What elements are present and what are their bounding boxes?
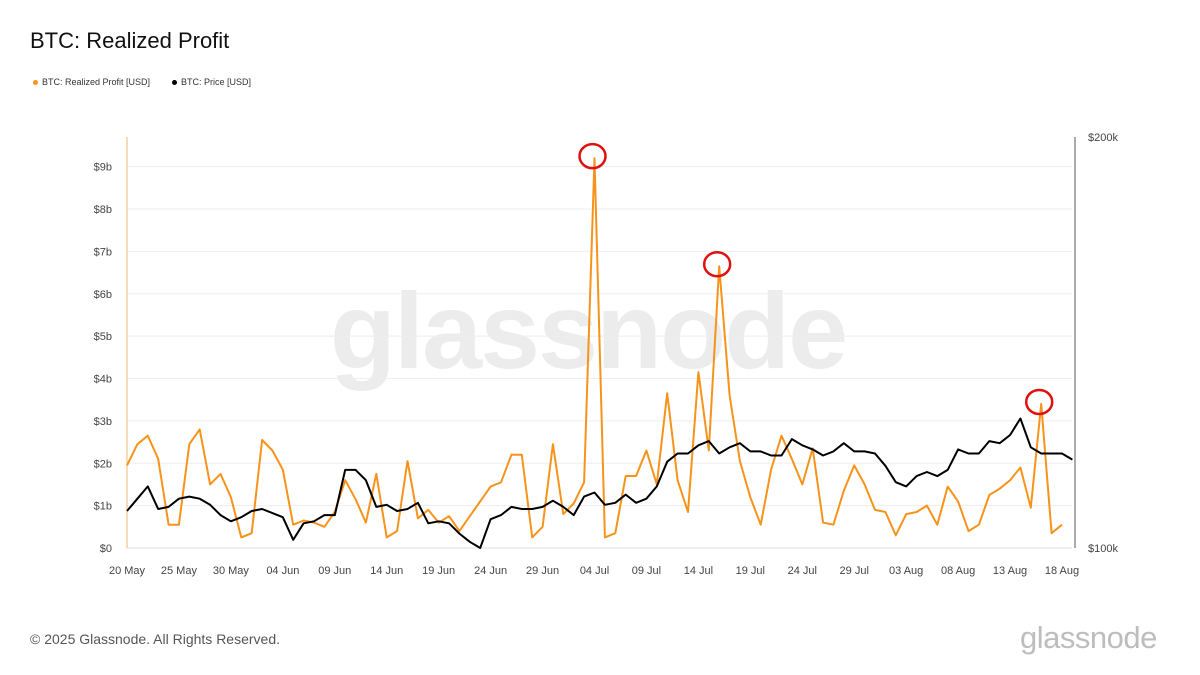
x-tick-label: 04 Jun [266,565,299,577]
y-left-tick-label: $9b [94,162,112,174]
y-left-tick-label: $0 [100,543,112,555]
copyright: © 2025 Glassnode. All Rights Reserved. [30,631,281,647]
x-tick-label: 04 Jul [580,565,609,577]
legend-label: BTC: Price [USD] [181,77,252,87]
x-tick-label: 18 Aug [1045,565,1079,577]
y-left-tick-label: $6b [94,289,112,301]
x-tick-label: 14 Jul [684,565,713,577]
legend: BTC: Realized Profit [USD] BTC: Price [U… [33,77,251,87]
legend-item-realized-profit[interactable]: BTC: Realized Profit [USD] [33,77,150,87]
y-left-tick-label: $4b [94,374,112,386]
x-tick-label: 24 Jun [474,565,507,577]
chart-title: BTC: Realized Profit [30,28,230,53]
legend-dot-black [172,79,178,85]
x-tick-label: 13 Aug [993,565,1027,577]
legend-label: BTC: Realized Profit [USD] [42,77,151,87]
chart-svg: $0 $1b $2b $3b $4b $5b $6b $7b $8b $9b $100k $200k 2… [94,132,1119,577]
brand-wordmark: glassnode [1020,620,1157,655]
series-line-price [126,417,1073,549]
x-tick-label: 20 May [109,565,146,577]
x-tick-label: 29 Jun [526,565,559,577]
x-tick-label: 09 Jun [318,565,351,577]
x-tick-label: 24 Jul [788,565,817,577]
x-tick-label: 19 Jun [422,565,455,577]
x-tick-label: 25 May [161,565,198,577]
y-left-tick-label: $8b [94,204,112,216]
series-line-realized-profit [126,157,1063,539]
x-tick-label: 08 Aug [941,565,975,577]
y-left-tick-label: $3b [94,416,112,428]
y-left-tick-label: $1b [94,501,112,513]
highlight-circle [702,250,732,278]
x-tick-label: 19 Jul [736,565,765,577]
x-tick-label: 29 Jul [840,565,869,577]
y-right-tick-label: $100k [1088,543,1118,555]
y-right-tick-label: $200k [1088,132,1118,144]
x-tick-label: 03 Aug [889,565,923,577]
highlight-circle [578,142,607,170]
x-tick-label: 30 May [213,565,250,577]
highlight-circle [1024,388,1054,416]
y-left-tick-label: $5b [94,331,112,343]
y-left-tick-label: $7b [94,246,112,258]
x-tick-label: 14 Jun [370,565,403,577]
legend-dot-orange [33,79,38,85]
x-tick-label: 09 Jul [632,565,661,577]
legend-item-price[interactable]: BTC: Price [USD] [172,77,251,87]
y-left-tick-label: $2b [94,458,112,470]
